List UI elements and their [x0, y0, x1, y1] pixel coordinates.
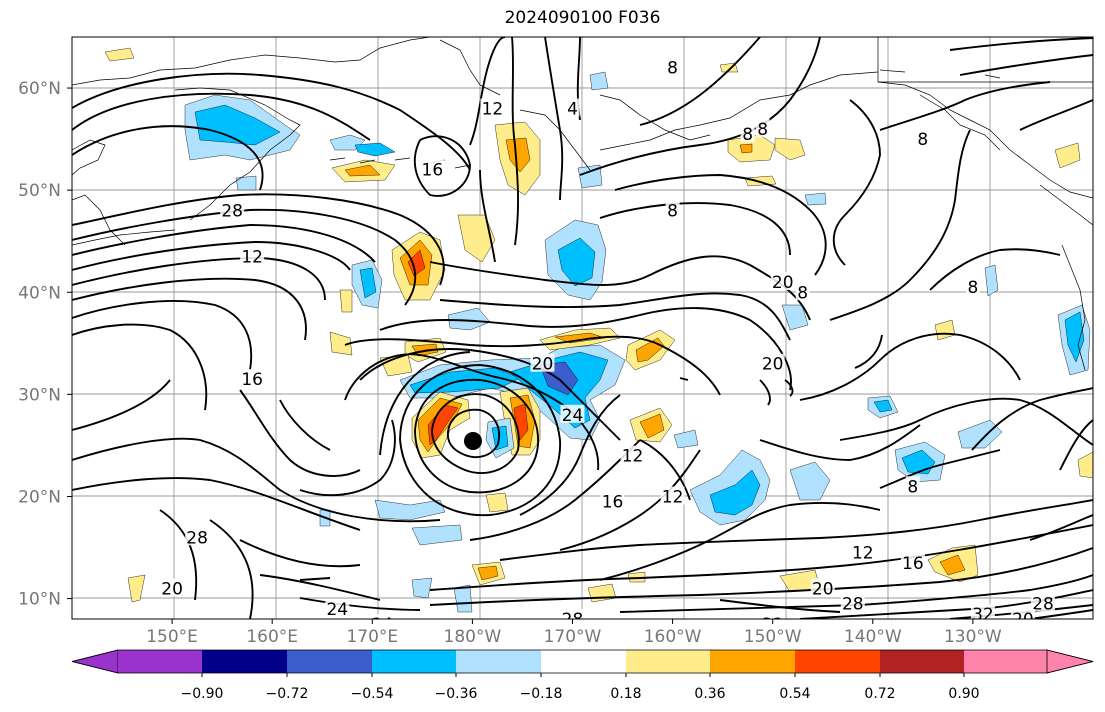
- colorbar: [71, 649, 1094, 674]
- contour-label: 20: [161, 579, 183, 599]
- contour-label: 28: [842, 595, 864, 615]
- colorbar-tick-label: −0.18: [520, 686, 563, 702]
- colorbar-extend-low: [71, 649, 119, 674]
- lon-label: 140°W: [844, 627, 902, 647]
- contour-label: 24: [326, 600, 348, 620]
- colorbar-tick-label: −0.72: [266, 686, 309, 702]
- contour-label: 28: [186, 528, 208, 548]
- contour-label: 8: [667, 59, 678, 79]
- lon-label: 180°W: [444, 627, 502, 647]
- contour-label: 12: [852, 544, 874, 564]
- contour-label: 16: [602, 493, 624, 513]
- contour-label: 20: [532, 355, 554, 375]
- colorbar-swatch: [626, 650, 710, 673]
- colorbar-swatch: [456, 650, 541, 673]
- colorbar-swatch: [541, 650, 626, 673]
- contour-label: 8: [667, 202, 678, 222]
- contour-label: 4: [567, 99, 578, 119]
- streamline-contours: [72, 37, 1093, 619]
- shaded-anomalies: [104, 47, 1093, 613]
- lon-label: 150°W: [744, 627, 802, 647]
- lon-label: 160°W: [644, 627, 702, 647]
- lon-label: 150°E: [146, 627, 198, 647]
- latitude-labels: 60°N 50°N 40°N 30°N 20°N 10°N: [18, 79, 72, 610]
- contour-label: 28: [562, 610, 584, 630]
- contour-label: 32: [972, 605, 994, 625]
- contour-label: 16: [1012, 620, 1034, 640]
- contour-label: 8: [742, 125, 753, 145]
- contour-label: 32: [762, 615, 784, 635]
- longitude-labels: 150°E 160°E 170°E 180°W 170°W 160°W 150°W 140°W…: [146, 619, 1002, 647]
- contour-label: 8: [907, 477, 918, 497]
- colorbar-tick-label: −0.54: [351, 686, 394, 702]
- colorbar-tick-label: 0.18: [610, 686, 641, 702]
- colorbar-ticks: −0.90 −0.72 −0.54 −0.36 −0.18 0.18 0.36 0.54 0.7…: [181, 673, 980, 702]
- contour-label: 20: [1012, 610, 1034, 630]
- contour-label: 8: [967, 278, 978, 298]
- colorbar-tick-label: 0.36: [694, 686, 725, 702]
- colorbar-swatch: [372, 650, 456, 673]
- contour-label: 16: [241, 370, 263, 390]
- colorbar-tick-label: −0.36: [435, 686, 478, 702]
- contour-label: 28: [221, 202, 243, 222]
- contour-label: 24: [371, 615, 393, 635]
- contour-label: 16: [422, 161, 444, 181]
- colorbar-tick-label: −0.90: [181, 686, 224, 702]
- colorbar-extend-high: [1046, 649, 1094, 674]
- colorbar-tick-label: 0.54: [779, 686, 810, 702]
- contour-label: 20: [812, 579, 834, 599]
- lon-label: 160°E: [246, 627, 298, 647]
- lat-label: 60°N: [18, 79, 61, 99]
- colorbar-swatch: [880, 650, 964, 673]
- map-title: 2024090100 F036: [504, 8, 661, 28]
- lat-label: 20°N: [18, 487, 61, 507]
- contour-label: 8: [797, 283, 808, 303]
- islands: [329, 69, 1001, 169]
- contour-label: 12: [662, 487, 684, 507]
- colorbar-swatch: [710, 650, 795, 673]
- contour-label: 24: [562, 406, 584, 426]
- contour-label: 16: [902, 554, 924, 574]
- hurricane-center: [464, 432, 482, 450]
- contour-label: 12: [241, 248, 263, 268]
- contour-label: 20: [762, 355, 784, 375]
- contour-label: 28: [1032, 595, 1054, 615]
- lat-label: 50°N: [18, 181, 61, 201]
- lon-label: 170°E: [346, 627, 398, 647]
- colorbar-swatch: [202, 650, 287, 673]
- coastlines: [72, 37, 1093, 371]
- map-frame: [71, 36, 1094, 620]
- colorbar-swatch: [287, 650, 372, 673]
- lon-label: 130°W: [944, 627, 1002, 647]
- contour-label: 8: [757, 120, 768, 140]
- lon-label: 170°W: [544, 627, 602, 647]
- colorbar-swatch: [795, 650, 880, 673]
- colorbar-swatch: [118, 650, 202, 673]
- contour-label: 12: [482, 99, 504, 119]
- colorbar-tick-label: 0.72: [864, 686, 895, 702]
- contour-label: 12: [622, 447, 644, 467]
- colorbar-swatch: [964, 650, 1047, 673]
- contour-label: 8: [917, 130, 928, 150]
- contour-label: 20: [772, 273, 794, 293]
- lat-label: 40°N: [18, 283, 61, 303]
- lat-label: 10°N: [18, 590, 61, 610]
- colorbar-tick-label: 0.90: [948, 686, 979, 702]
- lat-label: 30°N: [18, 385, 61, 405]
